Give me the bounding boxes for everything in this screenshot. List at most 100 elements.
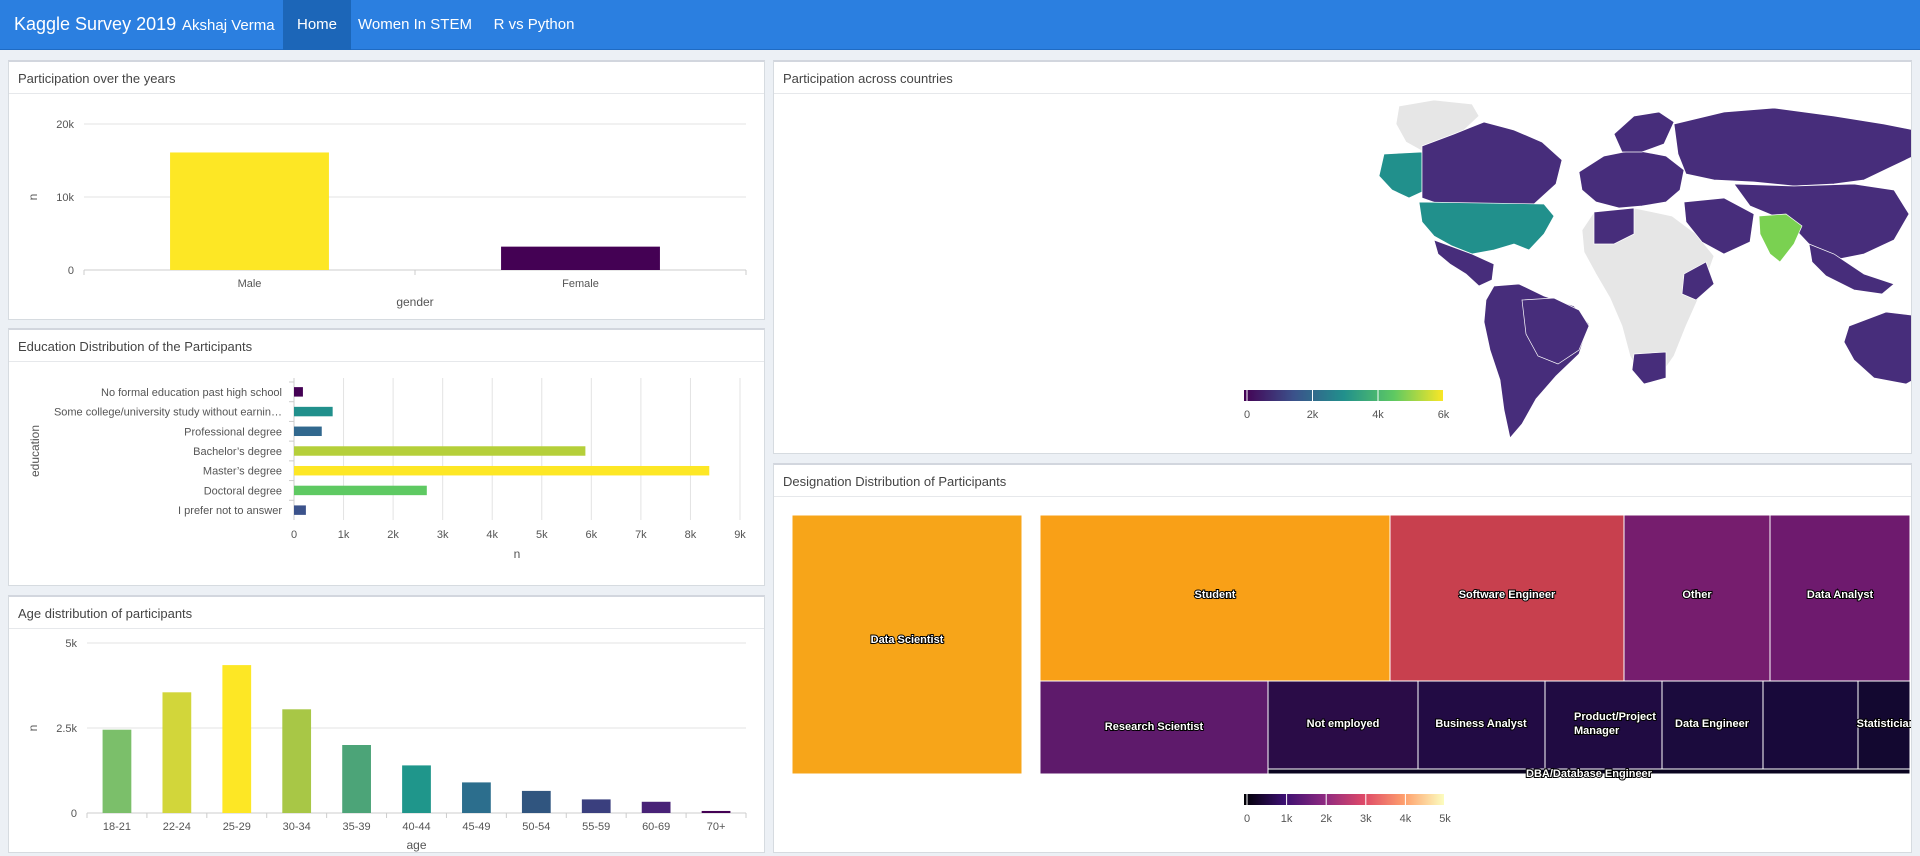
x-tick-label: 8k xyxy=(685,529,697,541)
bar xyxy=(402,765,431,813)
designation-box: Designation Distribution of Participants… xyxy=(773,463,1912,853)
bar xyxy=(521,790,551,813)
education-title: Education Distribution of the Participan… xyxy=(18,339,253,354)
treemap-label: Data Scientist xyxy=(871,634,944,646)
education-box: Education Distribution of the Participan… xyxy=(8,328,765,586)
bar xyxy=(294,505,306,515)
treemap-label: Business Analyst xyxy=(1435,718,1527,730)
y-tick-label: 0 xyxy=(71,808,77,820)
x-tick-label: 35-39 xyxy=(343,821,371,833)
y-axis-title: n xyxy=(26,194,40,201)
treemap-tile xyxy=(1762,680,1859,770)
divider xyxy=(774,496,1911,497)
x-tick-label: 0 xyxy=(291,529,297,541)
treemap-label: Not employed xyxy=(1307,718,1380,730)
x-tick-label: 6k xyxy=(586,529,598,541)
treemap-tile xyxy=(1417,680,1546,770)
tab-r-vs-python[interactable]: R vs Python xyxy=(481,0,587,50)
landmasses xyxy=(1378,99,1911,439)
tab-home[interactable]: Home xyxy=(283,0,351,50)
treemap-tile xyxy=(1267,680,1419,770)
treemap-tile xyxy=(1389,514,1625,682)
tab-r-vs-python-label: R vs Python xyxy=(493,16,575,33)
brazil-shape[interactable] xyxy=(1521,297,1590,365)
colorbar-tick-label: 2k xyxy=(1320,813,1332,825)
y-tick-label: 20k xyxy=(56,119,74,131)
tab-women-in-stem[interactable]: Women In STEM xyxy=(355,0,475,50)
scandinavia-shape[interactable] xyxy=(1613,111,1675,153)
participation-box: Participation over the years 0 10k 20k Male… xyxy=(8,60,765,320)
y-axis-title: n xyxy=(26,725,40,732)
north-africa-shape[interactable] xyxy=(1593,207,1635,245)
middle-east-shape[interactable] xyxy=(1683,197,1755,255)
bar xyxy=(462,782,491,813)
app-title[interactable]: Kaggle Survey 2019 xyxy=(14,14,177,34)
y-axis-title: education xyxy=(28,425,42,477)
bar xyxy=(501,246,660,270)
treemap-label: Statistician xyxy=(1857,718,1911,730)
education-chart: 0 1k 2k 3k 4k 5k 6k 7k 8k 9k No formal education p… xyxy=(28,378,746,561)
mexico-shape[interactable] xyxy=(1433,239,1495,287)
colorbar-tick-label: 2k xyxy=(1307,409,1319,421)
x-tick-label: 3k xyxy=(437,529,449,541)
age-title: Age distribution of participants xyxy=(18,606,193,621)
alaska-shape[interactable] xyxy=(1378,151,1423,199)
colorbar-tick-label: 1k xyxy=(1281,813,1293,825)
bar xyxy=(294,485,427,496)
treemap-tile xyxy=(1623,514,1771,682)
x-tick-label: 9k xyxy=(734,529,746,541)
map-title: Participation across countries xyxy=(783,71,953,86)
colorbar-tick-label: 6k xyxy=(1438,409,1450,421)
y-tick-label: I prefer not to answer xyxy=(178,505,282,517)
bar xyxy=(701,810,731,813)
y-tick-label: Doctoral degree xyxy=(204,485,282,497)
colorbar-tick-label: 4k xyxy=(1372,409,1384,421)
y-tick-label: 10k xyxy=(56,192,74,204)
y-tick-label: No formal education past high school xyxy=(101,387,282,399)
bar xyxy=(282,709,312,813)
divider xyxy=(9,361,764,362)
treemap-tile xyxy=(791,514,1023,775)
bar xyxy=(170,152,329,270)
southeast-asia-shape[interactable] xyxy=(1808,243,1895,295)
treemap-label: Product/Project xyxy=(1574,711,1656,723)
bar xyxy=(294,387,303,397)
x-tick-label: Female xyxy=(562,278,599,290)
bar xyxy=(102,729,132,813)
bar xyxy=(294,446,586,456)
map-box: Participation across countries xyxy=(773,60,1912,454)
usa-shape[interactable] xyxy=(1418,201,1555,255)
colorbar-tick-label: 5k xyxy=(1439,813,1451,825)
x-axis-title: gender xyxy=(396,295,433,309)
east-africa-shape[interactable] xyxy=(1681,261,1715,301)
bar xyxy=(294,465,710,476)
x-tick-label: 50-54 xyxy=(522,821,550,833)
india-shape[interactable] xyxy=(1758,213,1803,263)
x-tick-label: 30-34 xyxy=(283,821,311,833)
bar xyxy=(342,745,371,813)
tab-home-label: Home xyxy=(296,16,337,33)
x-tick-label: Male xyxy=(238,278,262,290)
x-tick-label: 70+ xyxy=(707,821,726,833)
south-africa-shape[interactable] xyxy=(1631,351,1667,385)
x-tick-label: 4k xyxy=(486,529,498,541)
world-map[interactable]: 0 2k 4k 6k xyxy=(774,94,1911,454)
x-tick-label: 55-59 xyxy=(582,821,610,833)
y-tick-label: Some college/university study without ea… xyxy=(54,407,282,419)
map-colorbar: 0 2k 4k 6k xyxy=(1244,390,1450,421)
y-tick-label: 0 xyxy=(68,265,74,277)
treemap-tile xyxy=(1267,768,1911,775)
colorbar-tick-label: 0 xyxy=(1244,813,1250,825)
x-tick-label: 45-49 xyxy=(462,821,490,833)
author-name: Akshaj Verma xyxy=(182,17,275,34)
x-tick-label: 22-24 xyxy=(163,821,191,833)
tab-women-in-stem-label: Women In STEM xyxy=(358,16,472,33)
treemap-label: Manager xyxy=(1574,725,1620,737)
australia-shape[interactable] xyxy=(1843,311,1911,385)
designation-treemap: Data Scientist Student Software Engineer Ot… xyxy=(791,514,1911,825)
bar xyxy=(294,426,322,437)
x-tick-label: 5k xyxy=(536,529,548,541)
europe-shape[interactable] xyxy=(1578,149,1685,209)
russia-shape[interactable] xyxy=(1673,107,1911,187)
bar xyxy=(222,665,252,813)
